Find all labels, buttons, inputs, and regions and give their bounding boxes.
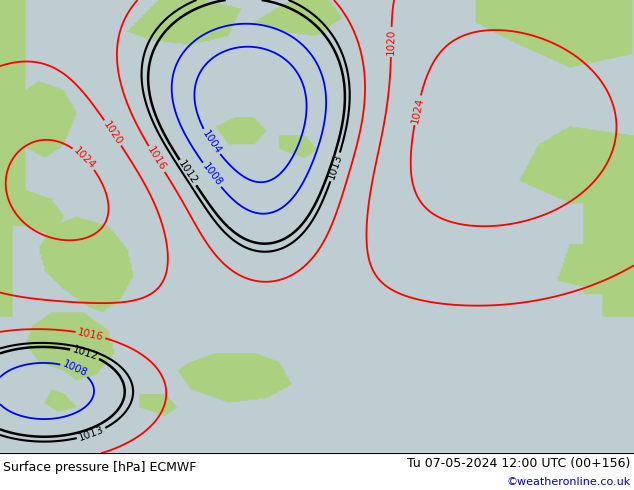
Text: 1004: 1004 [200, 128, 223, 156]
Text: 1008: 1008 [61, 359, 89, 379]
Text: ©weatheronline.co.uk: ©weatheronline.co.uk [507, 477, 631, 487]
Text: 1008: 1008 [200, 161, 224, 189]
Text: 1016: 1016 [145, 145, 168, 173]
Text: Surface pressure [hPa] ECMWF: Surface pressure [hPa] ECMWF [3, 461, 197, 474]
Text: 1013: 1013 [327, 153, 344, 181]
Text: Tu 07-05-2024 12:00 UTC (00+156): Tu 07-05-2024 12:00 UTC (00+156) [408, 457, 631, 470]
Text: 1012: 1012 [71, 344, 99, 362]
Text: 1013: 1013 [77, 425, 105, 443]
Text: 1024: 1024 [72, 146, 97, 171]
Text: 1020: 1020 [386, 29, 397, 55]
Text: 1024: 1024 [410, 96, 425, 124]
Text: 1012: 1012 [176, 159, 199, 186]
Text: 1020: 1020 [101, 119, 124, 147]
Text: 1016: 1016 [77, 327, 105, 342]
